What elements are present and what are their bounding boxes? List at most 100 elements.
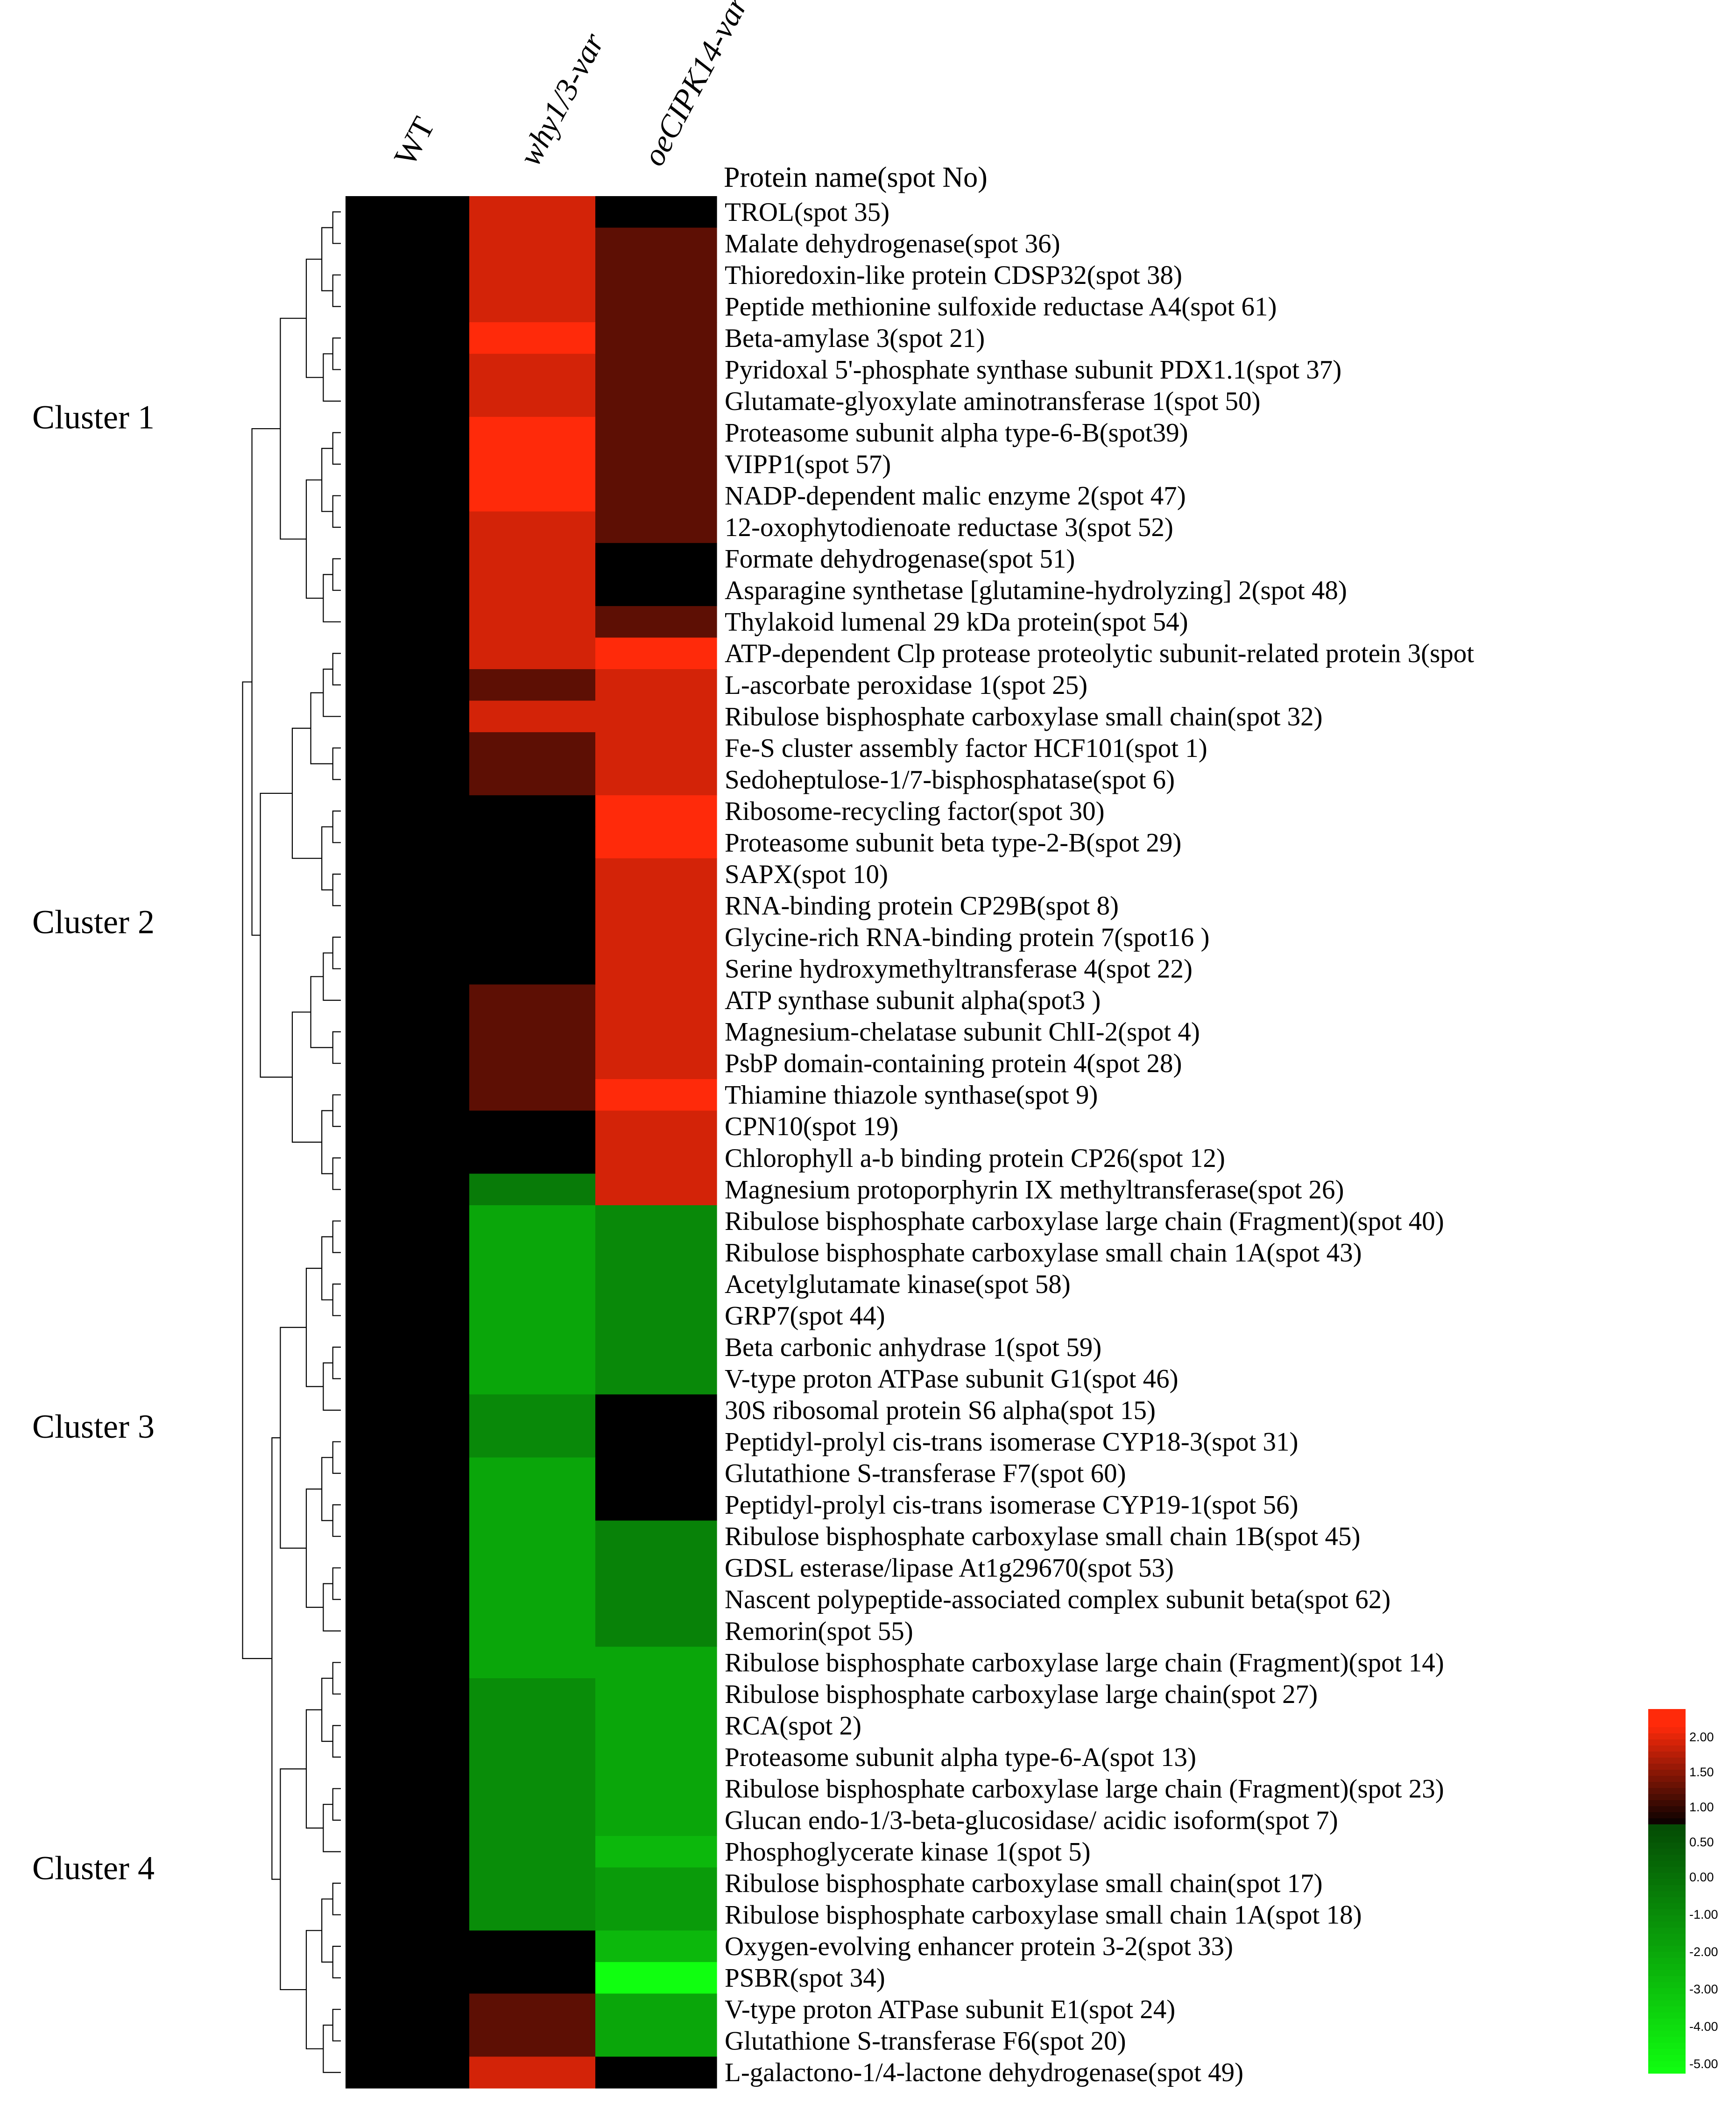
legend-tick-label: -5.00 xyxy=(1689,2057,1718,2071)
legend-swatch xyxy=(1648,1897,1686,1904)
row-label: Peptidyl-prolyl cis-trans isomerase CYP1… xyxy=(725,1427,1298,1457)
heatmap-cell xyxy=(346,1773,470,1805)
legend-swatch xyxy=(1648,1982,1686,1989)
heatmap-cell xyxy=(595,669,717,701)
legend-swatch xyxy=(1648,1915,1686,1922)
heatmap-cell xyxy=(595,1016,717,1048)
legend-swatch xyxy=(1648,1843,1686,1849)
legend-swatch xyxy=(1648,1788,1686,1794)
heatmap-cell xyxy=(595,1773,717,1805)
heatmap-cell xyxy=(346,290,470,323)
heatmap-cell xyxy=(469,669,596,701)
legend-swatch xyxy=(1648,1958,1686,1964)
legend-swatch xyxy=(1648,1794,1686,1801)
heatmap-cell xyxy=(595,732,717,764)
heatmap-cell xyxy=(595,1867,717,1900)
heatmap-cell xyxy=(469,732,596,764)
dendrogram-branch xyxy=(332,1662,341,1695)
heatmap-cell xyxy=(469,259,596,291)
row-label: Ribulose bisphosphate carboxylase small … xyxy=(725,702,1323,731)
heatmap-cell xyxy=(346,1836,470,1868)
dendrogram-branch xyxy=(332,337,341,370)
row-label: V-type proton ATPase subunit E1(spot 24) xyxy=(725,1995,1175,2024)
heatmap-cell xyxy=(469,353,596,386)
legend-tick-label: 2.00 xyxy=(1689,1730,1714,1744)
row-label: 12-oxophytodienoate reductase 3(spot 52) xyxy=(725,513,1173,542)
heatmap-cell xyxy=(346,1899,470,1931)
heatmap-cell xyxy=(346,763,470,796)
dendrogram-branch xyxy=(332,1725,341,1758)
row-label: Glucan endo-1/3-beta-glucosidase/ acidic… xyxy=(725,1806,1338,1835)
legend-swatch xyxy=(1648,1752,1686,1758)
heatmap-cell xyxy=(469,196,596,228)
dendrogram-branch xyxy=(260,792,292,1078)
row-label: RNA-binding protein CP29B(spot 8) xyxy=(725,891,1119,921)
heatmap-cell xyxy=(469,1678,596,1710)
column-label: WT xyxy=(387,111,442,171)
heatmap-cell xyxy=(469,1016,596,1048)
heatmap-cell xyxy=(469,637,596,670)
legend-swatch xyxy=(1648,1976,1686,1983)
dendrogram-branch xyxy=(242,681,272,1659)
row-label: Ribulose bisphosphate carboxylase small … xyxy=(725,1238,1362,1267)
heatmap-cell xyxy=(346,1363,470,1395)
heatmap-cell xyxy=(595,543,717,575)
heatmap-cell xyxy=(595,1962,717,1994)
heatmap-cell xyxy=(469,1709,596,1742)
row-label: SAPX(spot 10) xyxy=(725,860,888,889)
dendrogram-branch xyxy=(323,1583,341,1632)
dendrogram-branch xyxy=(305,258,324,378)
legend-swatch xyxy=(1648,2031,1686,2037)
heatmap-cell xyxy=(346,1142,470,1174)
heatmap-cell xyxy=(346,1709,470,1742)
row-label: Glutathione S-transferase F7(spot 60) xyxy=(725,1459,1126,1488)
heatmap-cell xyxy=(595,417,717,449)
heatmap-cell xyxy=(469,1773,596,1805)
heatmap-cell xyxy=(346,984,470,1017)
heatmap-cell xyxy=(469,1520,596,1553)
heatmap-cell xyxy=(469,417,596,449)
legend-swatch xyxy=(1648,2000,1686,2007)
heatmap-cell xyxy=(469,1930,596,1963)
legend-swatch xyxy=(1648,1952,1686,1958)
dendrogram-branch xyxy=(332,1157,341,1190)
cluster-label: Cluster 4 xyxy=(32,1849,155,1886)
dendrogram-branch xyxy=(323,574,341,622)
heatmap-cell xyxy=(346,1678,470,1710)
heatmap-cell xyxy=(346,1268,470,1300)
legend-swatch xyxy=(1648,2049,1686,2056)
dendrogram-branch xyxy=(323,2024,341,2073)
heatmap-cell xyxy=(346,1300,470,1332)
heatmap-cell xyxy=(469,1173,596,1206)
heatmap-cell xyxy=(346,1552,470,1584)
row-label: Nascent polypeptide-associated complex s… xyxy=(725,1585,1390,1614)
row-label: Ribulose bisphosphate carboxylase small … xyxy=(725,1900,1362,1930)
heatmap-cell xyxy=(469,921,596,954)
column-label: oeCIPK14-var xyxy=(635,0,755,171)
row-label: GDSL esterase/lipase At1g29670(spot 53) xyxy=(725,1554,1174,1583)
dendrogram-branch xyxy=(332,1788,341,1821)
row-label: RCA(spot 2) xyxy=(725,1711,861,1740)
cluster-labels: Cluster 1 Cluster 2 Cluster 3 Cluster 4 xyxy=(32,399,155,1887)
cluster-label: Cluster 3 xyxy=(32,1408,155,1445)
dendrogram-branch xyxy=(332,211,341,244)
legend-swatch xyxy=(1648,1891,1686,1898)
heatmap-cell xyxy=(469,1836,596,1868)
row-label: Pyridoxal 5'-phosphate synthase subunit … xyxy=(725,355,1341,384)
cluster-label: Cluster 2 xyxy=(32,903,155,940)
dendrogram-branch xyxy=(332,1346,341,1379)
row-label: Thioredoxin-like protein CDSP32(spot 38) xyxy=(725,261,1182,290)
legend-swatch xyxy=(1648,1715,1686,1722)
dendrogram-branch xyxy=(310,692,333,764)
heatmap-cell xyxy=(346,353,470,386)
legend-swatch xyxy=(1648,2013,1686,2019)
row-label: V-type proton ATPase subunit G1(spot 46) xyxy=(725,1364,1179,1394)
legend-swatch xyxy=(1648,1770,1686,1776)
heatmap-cell xyxy=(595,1236,717,1269)
heatmap-cell xyxy=(595,1142,717,1174)
row-label: TROL(spot 35) xyxy=(725,198,889,227)
heatmap-cell xyxy=(346,417,470,449)
row-label: Acetylglutamate kinase(spot 58) xyxy=(725,1270,1071,1299)
heatmap-cell xyxy=(469,2056,596,2089)
